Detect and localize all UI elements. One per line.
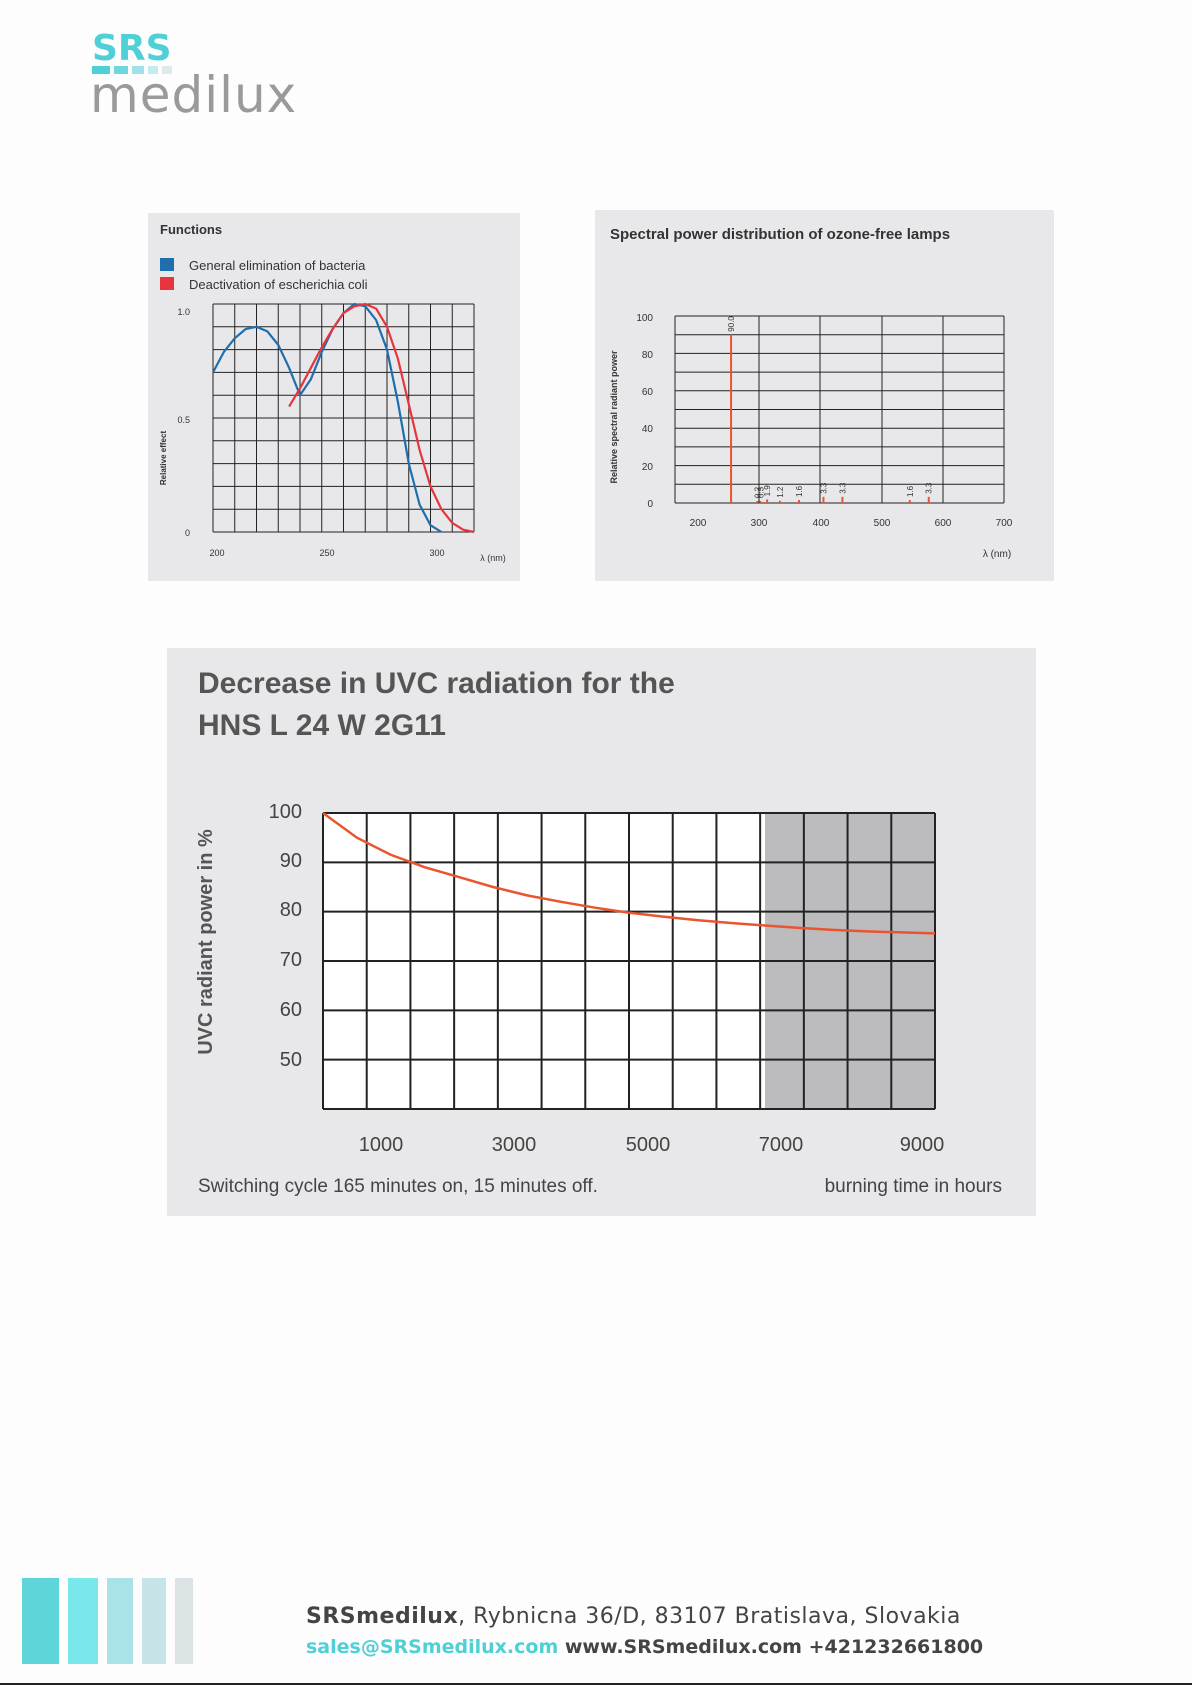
uvc-ytick-50: 50 xyxy=(280,1049,302,1071)
uvc-ytick-90: 90 xyxy=(280,850,302,872)
footer-address-text: , Rybnicna 36/D, 83107 Bratislava, Slova… xyxy=(458,1604,961,1629)
uvc-note: Switching cycle 165 minutes on, 15 minut… xyxy=(198,1176,598,1197)
functions-xlabel: λ (nm) xyxy=(480,553,506,563)
functions-xtick-300: 300 xyxy=(429,548,444,558)
spectral-xtick-300: 300 xyxy=(751,518,768,529)
spectral-ytick-60: 60 xyxy=(642,387,654,398)
spectral-ytick-20: 20 xyxy=(642,462,654,473)
bottom-rule xyxy=(0,1683,1192,1685)
spectral-chart: Spectral power distribution of ozone-fre… xyxy=(609,226,1013,560)
footer-contact: sales@SRSmedilux.com www.SRSmedilux.com … xyxy=(306,1636,983,1658)
footer-web-phone[interactable]: www.SRSmedilux.com +421232661800 xyxy=(558,1636,984,1658)
spectral-bar-label: 1.9 xyxy=(763,485,772,497)
uvc-xtick-3000: 3000 xyxy=(492,1134,537,1156)
uvc-ytick-100: 100 xyxy=(269,801,302,823)
spectral-bar-label: 1.2 xyxy=(776,486,785,498)
footer-address: SRSmedilux, Rybnicna 36/D, 83107 Bratisl… xyxy=(306,1604,961,1629)
uvc-title-line1: Decrease in UVC radiation for the xyxy=(198,667,675,700)
functions-chart-panel: Functions General elimination of bacteri… xyxy=(148,213,520,581)
functions-xtick-200: 200 xyxy=(209,548,224,558)
uvc-title-line2: HNS L 24 W 2G11 xyxy=(198,709,446,742)
uvc-xtick-1000: 1000 xyxy=(359,1134,404,1156)
uvc-chart: Decrease in UVC radiation for the HNS L … xyxy=(195,667,1002,1197)
series-line-ecoli xyxy=(288,302,475,534)
medilux-logo: medilux xyxy=(90,66,298,124)
spectral-bar-label: 0.2 xyxy=(753,486,762,498)
spectral-ytick-40: 40 xyxy=(642,424,654,435)
uvc-ytick-60: 60 xyxy=(280,999,302,1021)
functions-ytick-1: 1.0 xyxy=(177,307,190,317)
functions-chart: Functions General elimination of bacteri… xyxy=(159,222,506,563)
functions-ytick-05: 0.5 xyxy=(177,415,190,425)
spectral-bar-label: 3.3 xyxy=(838,482,847,494)
spectral-title: Spectral power distribution of ozone-fre… xyxy=(610,226,950,243)
uvc-xtick-9000: 9000 xyxy=(900,1134,945,1156)
functions-ytick-0: 0 xyxy=(185,528,190,538)
uvc-chart-panel: Decrease in UVC radiation for the HNS L … xyxy=(167,648,1036,1216)
legend-label-bacteria: General elimination of bacteria xyxy=(189,258,366,273)
spectral-xlabel: λ (nm) xyxy=(983,549,1011,560)
uvc-xtick-7000: 7000 xyxy=(759,1134,804,1156)
legend-swatch-bacteria xyxy=(160,258,174,271)
srs-logo: SRS xyxy=(92,32,172,74)
functions-title: Functions xyxy=(160,222,222,237)
footer-company: SRSmedilux xyxy=(306,1604,459,1629)
functions-xtick-250: 250 xyxy=(319,548,334,558)
spectral-bar-label: 3.3 xyxy=(925,482,934,494)
spectral-bar-label: 1.6 xyxy=(906,485,915,497)
srs-logo-text: SRS xyxy=(92,32,172,69)
uvc-xlabel: burning time in hours xyxy=(825,1176,1002,1197)
spectral-xtick-700: 700 xyxy=(996,518,1013,529)
spectral-chart-panel: Spectral power distribution of ozone-fre… xyxy=(595,210,1054,581)
functions-ylabel: Relative effect xyxy=(159,431,168,486)
spectral-bar-label: 3.3 xyxy=(820,482,829,494)
spectral-bar-label: 0.3 xyxy=(756,486,765,498)
legend-label-ecoli: Deactivation of escherichia coli xyxy=(189,277,368,292)
spectral-ytick-80: 80 xyxy=(642,350,654,361)
uvc-ytick-70: 70 xyxy=(280,949,302,971)
uvc-ylabel: UVC radiant power in % xyxy=(195,829,217,1055)
spectral-ylabel: Relative spectral radiant power xyxy=(609,350,619,484)
spectral-ytick-0: 0 xyxy=(647,499,653,510)
spectral-xtick-400: 400 xyxy=(813,518,830,529)
uvc-ytick-80: 80 xyxy=(280,899,302,921)
legend-swatch-ecoli xyxy=(160,277,174,290)
footer-logo-bars xyxy=(22,1578,193,1664)
series-line-bacteria xyxy=(212,302,442,533)
footer-email-link[interactable]: sales@SRSmedilux.com xyxy=(306,1636,559,1658)
spectral-xtick-200: 200 xyxy=(690,518,707,529)
spectral-xtick-500: 500 xyxy=(874,518,891,529)
spectral-bar-label: 90.0 xyxy=(727,316,736,332)
spectral-xtick-600: 600 xyxy=(935,518,952,529)
uvc-series-line xyxy=(322,811,936,935)
spectral-ytick-100: 100 xyxy=(636,313,653,324)
uvc-xtick-5000: 5000 xyxy=(626,1134,671,1156)
spectral-bar-label: 1.6 xyxy=(795,485,804,497)
